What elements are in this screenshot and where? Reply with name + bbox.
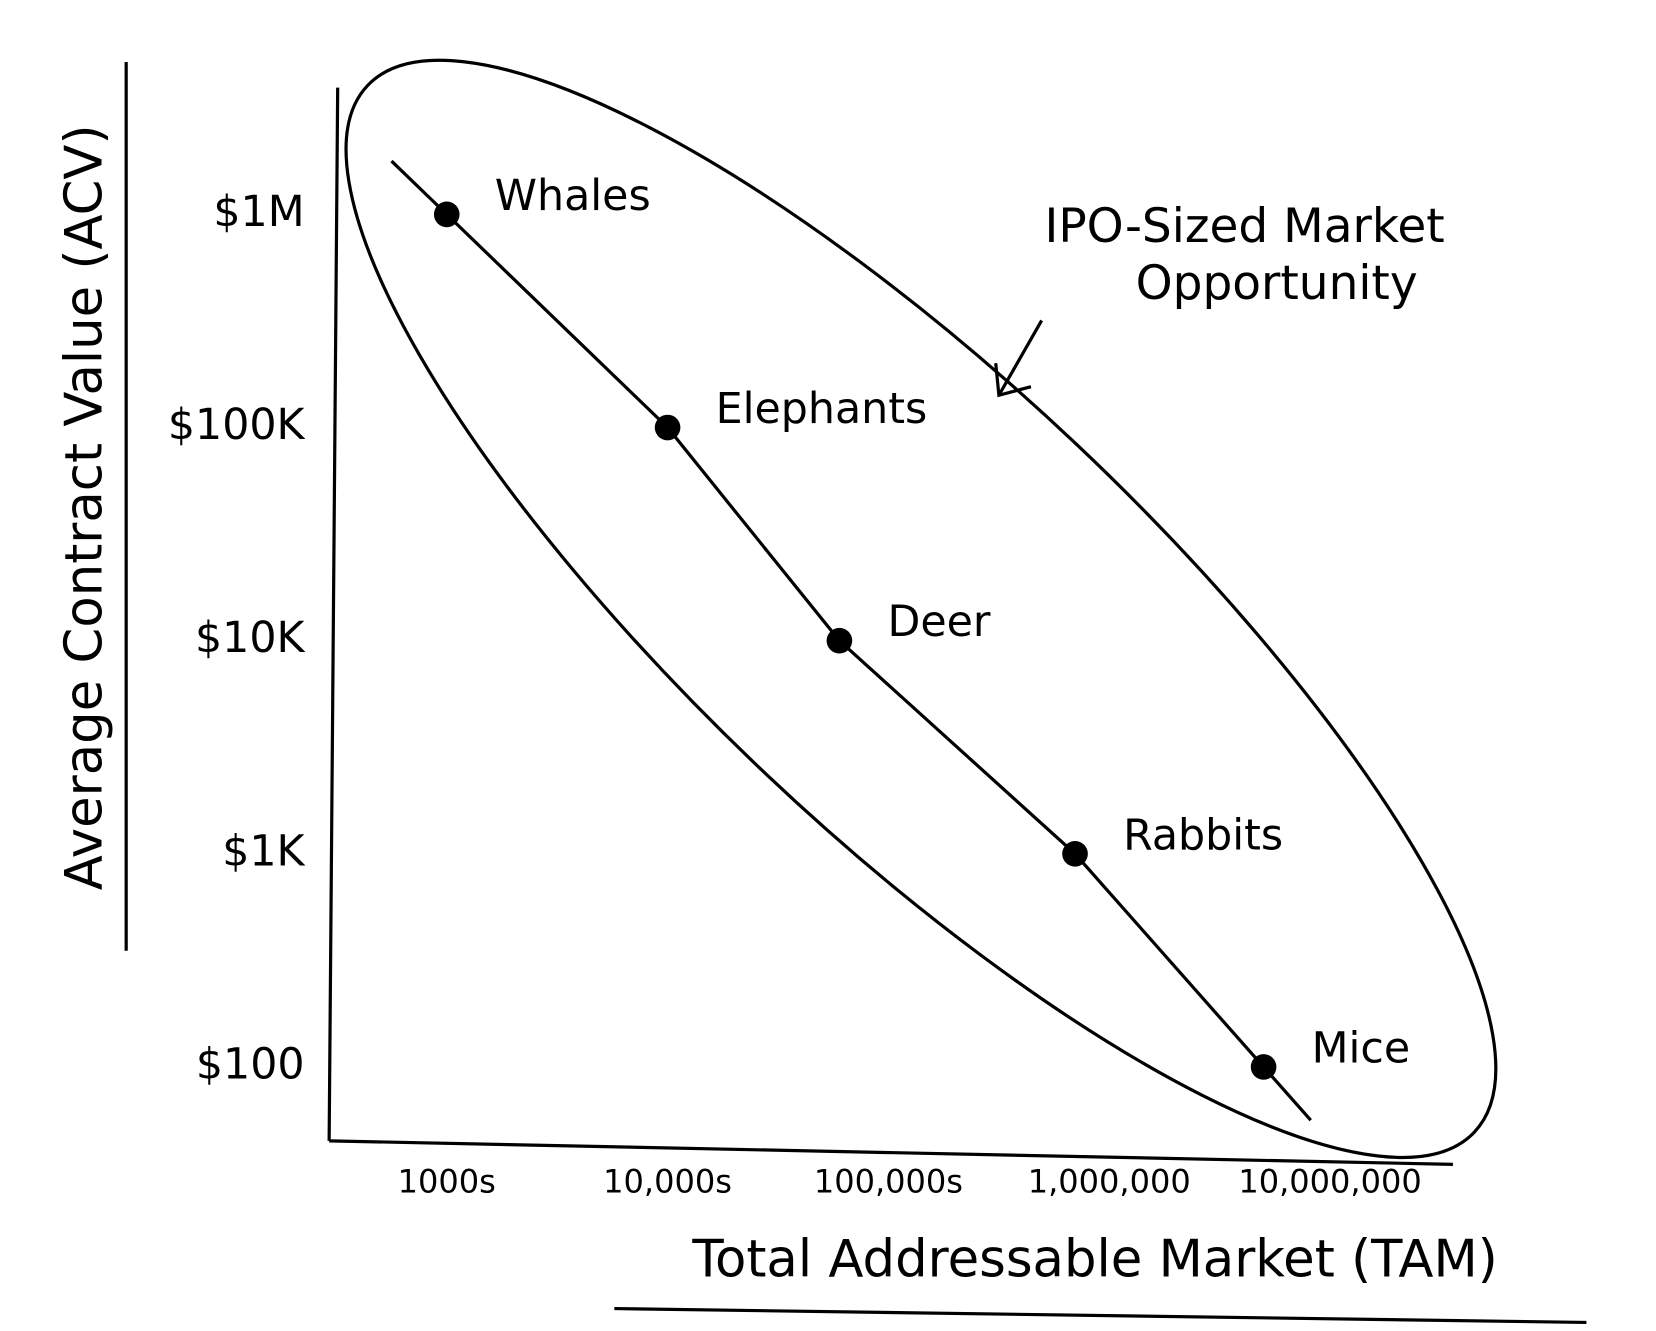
point <box>1062 840 1088 867</box>
point <box>826 627 853 654</box>
x-axis <box>329 1139 1453 1166</box>
x-tick-label: 10,000,000 <box>1238 1163 1421 1201</box>
y-tick-label: $1M <box>213 187 304 237</box>
y-tick-label: $100 <box>196 1039 305 1089</box>
x-axis-title: Total Addressable Market (TAM) <box>691 1230 1497 1290</box>
point-label: Elephants <box>716 384 928 434</box>
y-tick-label: $10K <box>195 613 306 663</box>
annotation: Opportunity <box>1136 256 1418 311</box>
y-axis-title: Average Contract Value (ACV) <box>55 125 115 891</box>
point <box>1250 1054 1277 1080</box>
point-label: Mice <box>1312 1023 1411 1073</box>
point-label: Rabbits <box>1123 810 1283 860</box>
x-title-underline <box>614 1306 1587 1325</box>
annotation-arrow <box>994 319 1044 398</box>
x-tick-label: 100,000s <box>814 1163 963 1201</box>
point-label: Deer <box>887 597 990 647</box>
opportunity-ellipse <box>344 58 1498 1160</box>
point-label: Whales <box>495 171 651 221</box>
x-tick-label: 10,000s <box>603 1163 732 1201</box>
x-tick-label: 1000s <box>398 1163 496 1201</box>
y-tick-label: $100K <box>168 400 306 450</box>
point <box>433 201 460 228</box>
y-tick-label: $1K <box>222 826 305 876</box>
y-axis <box>327 87 340 1141</box>
x-tick-label: 1,000,000 <box>1028 1163 1191 1201</box>
point <box>654 414 681 441</box>
annotation: IPO-Sized Market <box>1044 199 1444 254</box>
plot-area: $1M $100K $10K $1K $100 1000s 10,000s 100,000s 1… <box>168 159 1422 1201</box>
